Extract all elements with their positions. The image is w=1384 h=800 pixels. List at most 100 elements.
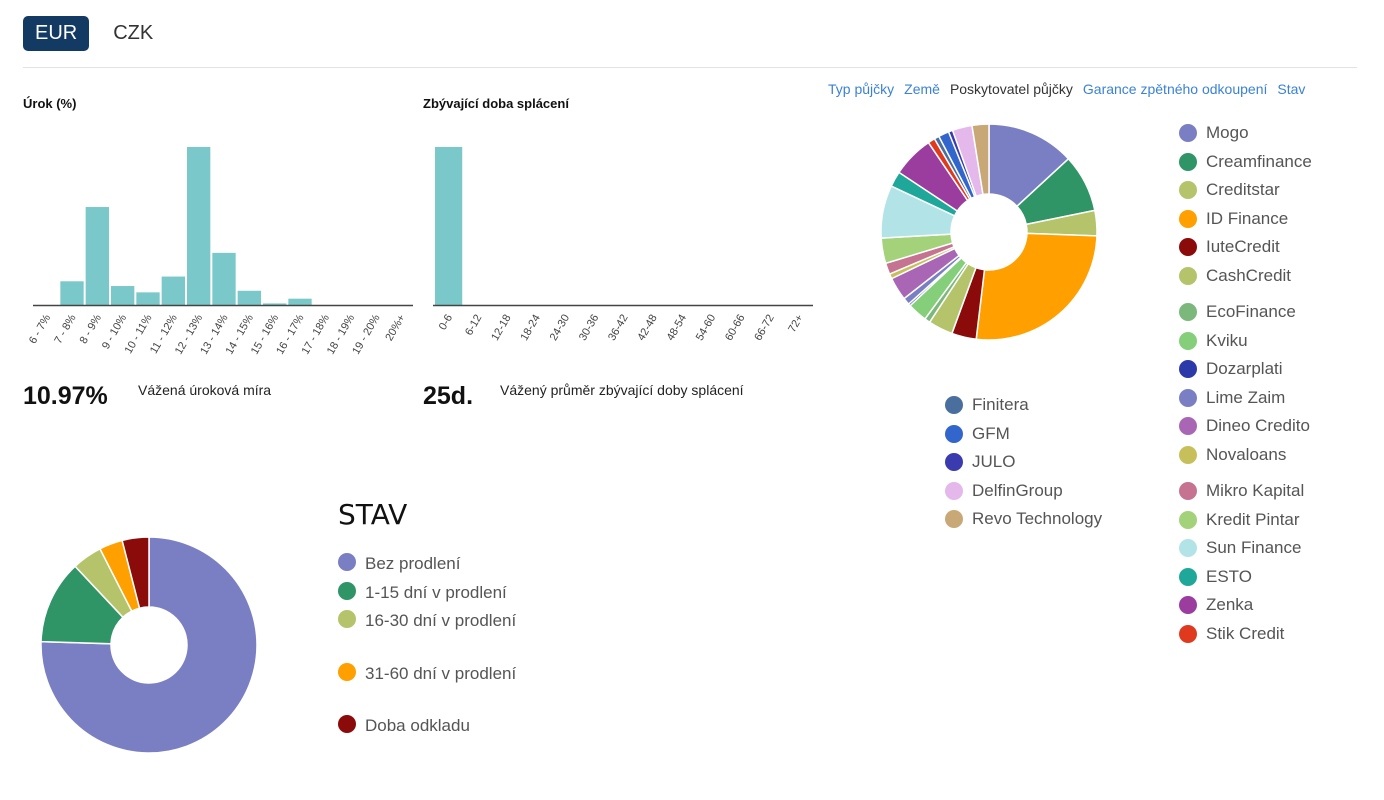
legend-label: DelfinGroup bbox=[972, 481, 1063, 500]
legend-swatch bbox=[1179, 210, 1197, 228]
tick-label-term-6: 36-42 bbox=[606, 313, 630, 343]
legend-item[interactable]: Bez prodlení bbox=[338, 552, 528, 576]
tab-buyback-guarantee[interactable]: Garance zpětného odkoupení bbox=[1082, 81, 1268, 97]
legend-item[interactable]: 31-60 dní v prodlení bbox=[338, 662, 528, 686]
tab-status[interactable]: Stav bbox=[1277, 81, 1306, 97]
legend-item[interactable]: CashCredit bbox=[1179, 266, 1291, 286]
tick-label-term-8: 48-54 bbox=[665, 313, 689, 343]
legend-label: Dineo Credito bbox=[1206, 416, 1310, 435]
bar-interest-2 bbox=[85, 207, 109, 305]
stav-legend: Bez prodlení 1-15 dní v prodlení 16-30 dní… bbox=[338, 552, 538, 752]
legend-label: Creamfinance bbox=[1206, 152, 1312, 171]
legend-label: IuteCredit bbox=[1206, 237, 1280, 256]
stav-donut-chart bbox=[40, 536, 258, 754]
legend-item[interactable]: Lime Zaim bbox=[1179, 388, 1285, 408]
legend-label: ID Finance bbox=[1206, 209, 1289, 228]
legend-label: EcoFinance bbox=[1206, 302, 1296, 321]
legend-swatch bbox=[1179, 568, 1197, 586]
provider-slice-22[interactable] bbox=[971, 123, 990, 196]
bar-interest-1 bbox=[60, 281, 84, 305]
legend-swatch bbox=[338, 715, 356, 733]
legend-item[interactable]: 16-30 dní v prodlení bbox=[338, 609, 528, 633]
legend-item[interactable]: 1-15 dní v prodlení bbox=[338, 581, 528, 605]
legend-item[interactable]: Mogo bbox=[1179, 123, 1249, 143]
legend-item[interactable]: Stik Credit bbox=[1179, 624, 1284, 644]
legend-swatch bbox=[1179, 124, 1197, 142]
legend-swatch bbox=[1179, 389, 1197, 407]
legend-item[interactable]: Mikro Kapital bbox=[1179, 481, 1304, 501]
legend-swatch bbox=[1179, 511, 1197, 529]
legend-item[interactable]: ID Finance bbox=[1179, 209, 1288, 229]
legend-swatch bbox=[1179, 181, 1197, 199]
interest-chart-title: Úrok (%) bbox=[23, 96, 77, 111]
legend-item[interactable]: Creamfinance bbox=[1179, 152, 1312, 172]
legend-swatch bbox=[338, 610, 356, 628]
provider-legend-right: Mogo Creamfinance Creditstar ID Finance Iute… bbox=[1179, 123, 1379, 653]
legend-label: Kredit Pintar bbox=[1206, 510, 1300, 529]
legend-label: 16-30 dní v prodlení bbox=[365, 611, 517, 630]
legend-swatch bbox=[1179, 625, 1197, 643]
legend-item[interactable]: GFM bbox=[945, 424, 1010, 444]
legend-label: Mogo bbox=[1206, 123, 1249, 142]
legend-item[interactable]: Kviku bbox=[1179, 331, 1248, 351]
legend-swatch bbox=[338, 663, 356, 681]
legend-swatch bbox=[1179, 596, 1197, 614]
interest-histogram: 6 - 7% 7 - 8% 8 - 9%9 - 10%10 - 11%11 - 12… bbox=[27, 147, 413, 357]
legend-item[interactable]: Zenka bbox=[1179, 595, 1253, 615]
legend-swatch bbox=[1179, 238, 1197, 256]
legend-label: Bez prodlení bbox=[365, 554, 461, 573]
legend-swatch bbox=[338, 582, 356, 600]
legend-item[interactable]: Novaloans bbox=[1179, 445, 1286, 465]
legend-item[interactable]: Creditstar bbox=[1179, 180, 1280, 200]
legend-item[interactable]: IuteCredit bbox=[1179, 237, 1280, 257]
tab-eur[interactable]: EUR bbox=[23, 16, 90, 51]
tab-loan-originator[interactable]: Poskytovatel půjčky bbox=[949, 81, 1073, 97]
legend-swatch bbox=[1179, 267, 1197, 285]
legend-item[interactable]: Dozarplati bbox=[1179, 359, 1283, 379]
bar-interest-4 bbox=[136, 292, 160, 305]
legend-swatch bbox=[1179, 360, 1197, 378]
legend-item[interactable]: Dineo Credito bbox=[1179, 416, 1310, 436]
legend-item[interactable]: Revo Technology bbox=[945, 509, 1102, 529]
bar-interest-6 bbox=[187, 147, 211, 305]
legend-item[interactable]: EcoFinance bbox=[1179, 302, 1296, 322]
legend-item[interactable]: Sun Finance bbox=[1179, 538, 1301, 558]
legend-swatch bbox=[945, 510, 963, 528]
tick-label-term-9: 54-60 bbox=[694, 313, 718, 343]
legend-item[interactable]: Doba odkladu bbox=[338, 714, 528, 738]
tick-label-interest-0: 6 - 7% bbox=[27, 312, 53, 346]
legend-item[interactable]: Finitera bbox=[945, 395, 1029, 415]
legend-swatch bbox=[945, 482, 963, 500]
term-histogram: 0-6 6-12 12-18 18-24 24-30 30-36 36-42 42-48 48-… bbox=[433, 147, 813, 343]
legend-label: 1-15 dní v prodlení bbox=[365, 583, 507, 602]
legend-swatch bbox=[945, 453, 963, 471]
bar-interest-7 bbox=[212, 252, 236, 305]
legend-item[interactable]: JULO bbox=[945, 452, 1015, 472]
tab-czk[interactable]: CZK bbox=[113, 22, 154, 44]
stav-title: STAV bbox=[338, 498, 408, 531]
legend-item[interactable]: DelfinGroup bbox=[945, 481, 1063, 501]
stav-slice-0[interactable] bbox=[40, 536, 258, 754]
legend-swatch bbox=[1179, 303, 1197, 321]
tick-label-term-11: 66-72 bbox=[752, 313, 776, 343]
tab-country[interactable]: Země bbox=[904, 81, 940, 97]
legend-label: JULO bbox=[972, 452, 1016, 471]
legend-swatch bbox=[1179, 482, 1197, 500]
tick-label-interest-2: 8 - 9% bbox=[78, 312, 104, 346]
tab-loan-type[interactable]: Typ půjčky bbox=[828, 81, 895, 97]
legend-label: ESTO bbox=[1206, 567, 1252, 586]
bar-interest-3 bbox=[111, 286, 135, 305]
legend-label: 31-60 dní v prodlení bbox=[365, 664, 517, 683]
tick-label-term-3: 18-24 bbox=[518, 313, 542, 343]
legend-label: Creditstar bbox=[1206, 180, 1280, 199]
legend-item[interactable]: Kredit Pintar bbox=[1179, 510, 1300, 530]
provider-donut-chart bbox=[880, 123, 1098, 341]
stav-slice-4[interactable] bbox=[121, 536, 150, 610]
legend-swatch bbox=[945, 425, 963, 443]
legend-label: Mikro Kapital bbox=[1206, 481, 1305, 500]
legend-swatch bbox=[1179, 446, 1197, 464]
legend-item[interactable]: ESTO bbox=[1179, 567, 1252, 587]
tick-label-term-0: 0-6 bbox=[437, 313, 455, 333]
provider-slice-3[interactable] bbox=[975, 232, 1098, 341]
legend-swatch bbox=[1179, 332, 1197, 350]
